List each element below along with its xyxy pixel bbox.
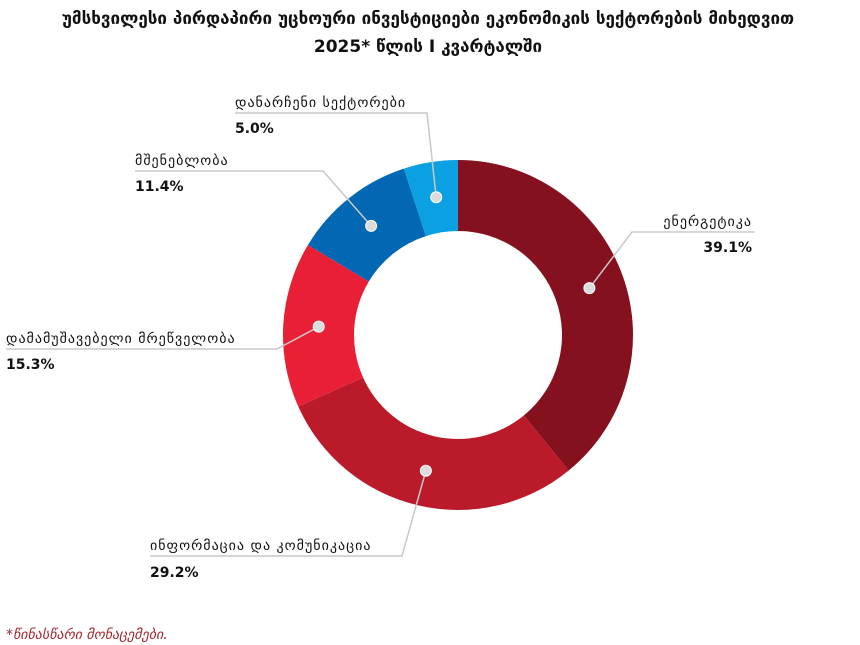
donut-slice-1 (458, 160, 633, 471)
slice-label-2: ინფორმაცია და კომუნიკაცია (150, 537, 371, 554)
leader-dot-1 (583, 282, 596, 295)
leader-line-4 (135, 170, 372, 227)
chart-title: უმსხვილესი პირდაპირი უცხოური ინვესტიციებ… (62, 9, 794, 29)
donut-slice-3 (283, 244, 369, 407)
slice-label-5: დანარჩენი სექტორები (235, 94, 406, 111)
donut-slices (283, 160, 633, 510)
slice-value-4: 11.4% (135, 179, 184, 195)
chart-subtitle: 2025* წლის I კვარტალში (314, 37, 542, 57)
slice-value-5: 5.0% (235, 121, 274, 137)
donut-slice-2 (298, 377, 569, 510)
leader-dot-4 (365, 219, 378, 232)
leader-dot-5 (430, 191, 443, 204)
slice-label-1: ენერგეტიკა (663, 213, 752, 230)
slice-value-2: 29.2% (150, 565, 199, 581)
leader-dot-3 (312, 320, 325, 333)
leader-line-5 (235, 112, 437, 198)
leader-line-2 (150, 470, 427, 557)
leader-lines (6, 112, 755, 557)
slice-value-1: 39.1% (703, 240, 752, 256)
leader-line-1 (588, 231, 755, 289)
footnote: *წინასწარი მონაცემები. (6, 626, 168, 643)
slice-label-4: მშენებლობა (135, 153, 229, 169)
slice-label-3: დამამუშავებელი მრეწველობა (6, 330, 236, 347)
leader-line-3 (6, 326, 320, 350)
leader-dot-2 (419, 464, 432, 477)
slice-value-3: 15.3% (6, 357, 55, 373)
slice-labels: ენერგეტიკა 39.1% ინფორმაცია და კომუნიკაცია… (6, 94, 752, 581)
